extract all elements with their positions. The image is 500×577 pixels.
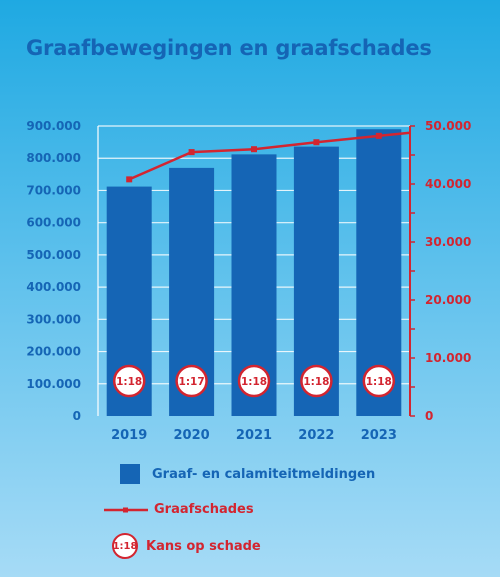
left-tick-label: 300.000 <box>26 312 81 326</box>
right-tick-label: 30.000 <box>425 235 471 249</box>
x-tick-label: 2022 <box>298 428 334 443</box>
x-tick-label: 2021 <box>236 428 272 443</box>
ratio-badge-circle <box>362 364 396 398</box>
left-tick-label: 900.000 <box>26 119 81 133</box>
line-point <box>188 149 195 156</box>
legend-ratio-label: Kans op schade <box>146 538 261 554</box>
right-tick-label: 50.000 <box>425 119 471 133</box>
right-tick-label: 20.000 <box>425 293 471 307</box>
right-tick-label: 40.000 <box>425 177 471 191</box>
left-tick-label: 700.000 <box>26 183 81 197</box>
chart-title: Graafbewegingen en graafschades <box>26 36 432 60</box>
left-tick-label: 800.000 <box>26 151 81 165</box>
legend-line-swatch <box>104 507 148 512</box>
line-point <box>251 146 257 153</box>
legend-item-ratio: 1:18 Kans op schade <box>112 533 261 559</box>
line-point <box>375 132 382 139</box>
x-tick-label: 2023 <box>361 428 397 443</box>
line-point <box>126 176 133 183</box>
legend-item-bars: Graaf- en calamiteitmeldingen <box>120 464 375 484</box>
ratio-badge-circle <box>175 364 208 398</box>
legend-item-line: Graafschades <box>104 502 254 517</box>
x-tick-label: 2019 <box>111 428 147 443</box>
ratio-badges: 1:18 1:17 1:18 1:18 1:18 <box>112 364 396 398</box>
axes <box>97 125 415 417</box>
ratio-badge-circle <box>237 364 271 398</box>
legend-ratio-badge: 1:18 <box>112 533 138 559</box>
line-series <box>126 131 411 183</box>
ratio-badge-label: 1:18 <box>116 376 142 388</box>
legend-line-label: Graafschades <box>154 502 254 517</box>
ratio-badge-label: 1:18 <box>241 376 267 388</box>
ratio-badge-circle <box>300 364 333 398</box>
tick-labels: 0 100.000 200.000 300.000 400.000 500.000 600.… <box>26 119 471 443</box>
left-tick-label: 600.000 <box>26 216 81 230</box>
legend-bar-swatch <box>120 464 140 484</box>
line-path <box>128 131 411 181</box>
ratio-badge-label: 1:18 <box>303 376 329 388</box>
right-tick-label: 10.000 <box>425 351 471 365</box>
line-point <box>313 139 320 146</box>
right-tick-label: 0 <box>425 409 433 423</box>
legend-bars-label: Graaf- en calamiteitmeldingen <box>152 466 376 482</box>
x-tick-label: 2020 <box>174 428 210 443</box>
ratio-badge-circle <box>112 364 146 398</box>
ratio-badge-label: 1:17 <box>179 376 205 388</box>
left-tick-label: 200.000 <box>26 345 81 359</box>
left-tick-label: 400.000 <box>26 280 81 294</box>
left-tick-label: 500.000 <box>26 248 81 262</box>
left-tick-label: 0 <box>73 409 81 423</box>
left-tick-label: 100.000 <box>26 377 81 391</box>
ratio-badge-label: 1:18 <box>366 376 392 388</box>
